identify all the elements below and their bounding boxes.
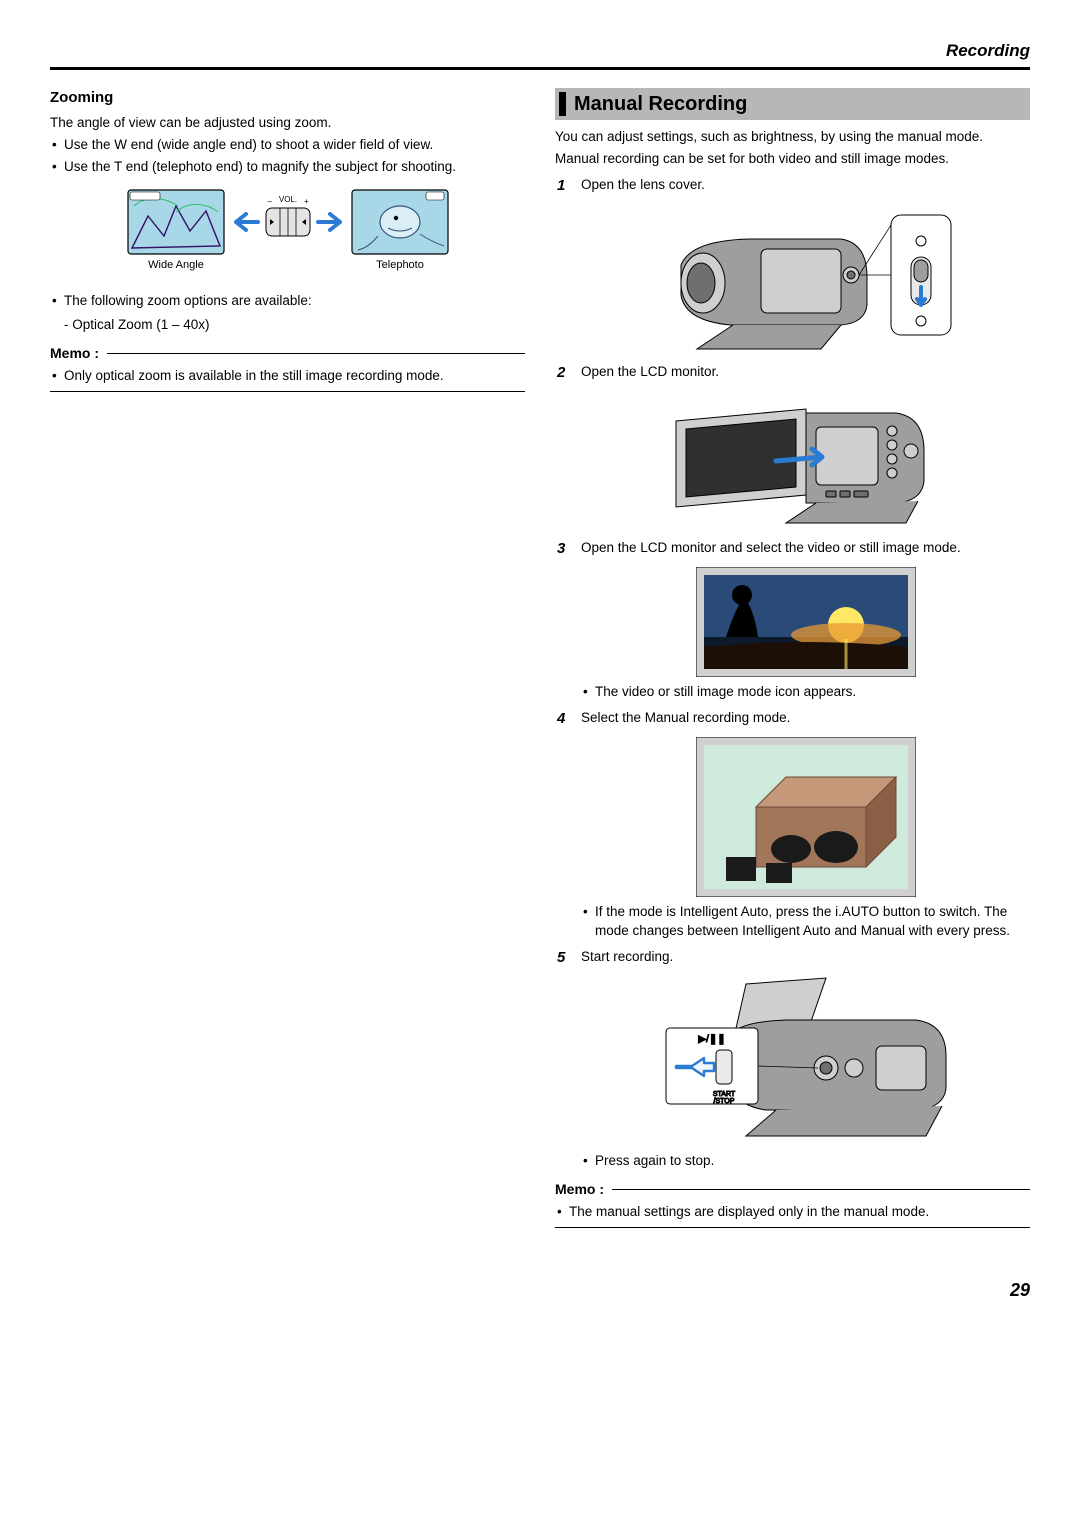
svg-text:VOL.: VOL. <box>278 195 296 204</box>
svg-text:Telephoto: Telephoto <box>376 259 424 271</box>
svg-text:▶/❚❚: ▶/❚❚ <box>698 1034 725 1045</box>
manual-steps: Open the lens cover. <box>555 176 1030 1170</box>
content-columns: Zooming The angle of view can be adjuste… <box>50 88 1030 1229</box>
svg-text:+: + <box>304 197 309 206</box>
step-text: Open the lens cover. <box>581 177 705 192</box>
manual-recording-heading: Manual Recording <box>559 92 1022 116</box>
step-5: Start recording. <box>555 948 1030 1170</box>
bullet: If the mode is Intelligent Auto, press t… <box>581 903 1030 939</box>
memo-label: Memo : <box>555 1180 604 1199</box>
manual-intro-1: You can adjust settings, such as brightn… <box>555 128 1030 146</box>
memo-rule <box>612 1189 1030 1190</box>
step-text: Open the LCD monitor. <box>581 364 719 379</box>
step-4: Select the Manual recording mode. <box>555 709 1030 940</box>
box-figure <box>581 737 1030 897</box>
step-3-sub: The video or still image mode icon appea… <box>581 683 1030 701</box>
memo-header: Memo : <box>50 344 525 363</box>
step-3: Open the LCD monitor and select the vide… <box>555 539 1030 701</box>
bullet: Use the T end (telephoto end) to magnify… <box>50 158 525 176</box>
zoom-figure: Wide Angle VOL. – + <box>50 186 525 286</box>
left-column: Zooming The angle of view can be adjuste… <box>50 88 525 1229</box>
lens-cover-figure <box>581 205 1030 355</box>
page-number: 29 <box>50 1278 1030 1302</box>
memo-label: Memo : <box>50 344 99 363</box>
bullet: Use the W end (wide angle end) to shoot … <box>50 136 525 154</box>
memo-header-right: Memo : <box>555 1180 1030 1199</box>
memo-end-rule <box>50 391 525 392</box>
memo-end-rule <box>555 1227 1030 1228</box>
memo-rule <box>107 353 525 354</box>
step-text: Open the LCD monitor and select the vide… <box>581 540 961 555</box>
step-4-sub: If the mode is Intelligent Auto, press t… <box>581 903 1030 939</box>
record-figure: ▶/❚❚ START /STOP <box>581 976 1030 1146</box>
right-column: Manual Recording You can adjust settings… <box>555 88 1030 1229</box>
bullet: The following zoom options are available… <box>50 292 525 310</box>
manual-intro-2: Manual recording can be set for both vid… <box>555 150 1030 168</box>
step-text: Start recording. <box>581 949 673 964</box>
memo-bullets-right: The manual settings are displayed only i… <box>555 1203 1030 1221</box>
bullet: Only optical zoom is available in the st… <box>50 367 525 385</box>
zooming-heading: Zooming <box>50 88 525 108</box>
svg-text:Wide Angle: Wide Angle <box>148 259 204 271</box>
zooming-bullets-top: Use the W end (wide angle end) to shoot … <box>50 136 525 175</box>
sub-bullet: - Optical Zoom (1 – 40x) <box>64 316 525 334</box>
svg-text:START: START <box>712 1091 735 1098</box>
zooming-intro: The angle of view can be adjusted using … <box>50 114 525 132</box>
zooming-bullets-mid: The following zoom options are available… <box>50 292 525 310</box>
svg-text:–: – <box>267 197 272 206</box>
manual-recording-bar: Manual Recording <box>555 88 1030 120</box>
sunset-figure <box>581 567 1030 677</box>
step-1: Open the lens cover. <box>555 176 1030 354</box>
step-text: Select the Manual recording mode. <box>581 710 790 725</box>
memo-bullets: Only optical zoom is available in the st… <box>50 367 525 385</box>
svg-text:/STOP: /STOP <box>713 1098 734 1105</box>
step-5-sub: Press again to stop. <box>581 1152 1030 1170</box>
step-2: Open the LCD monitor. <box>555 363 1030 531</box>
zooming-sub-bullets: - Optical Zoom (1 – 40x) <box>64 316 525 334</box>
bullet: Press again to stop. <box>581 1152 1030 1170</box>
bullet: The manual settings are displayed only i… <box>555 1203 1030 1221</box>
page-header: Recording <box>50 40 1030 70</box>
bullet: The video or still image mode icon appea… <box>581 683 1030 701</box>
lcd-open-figure <box>581 391 1030 531</box>
